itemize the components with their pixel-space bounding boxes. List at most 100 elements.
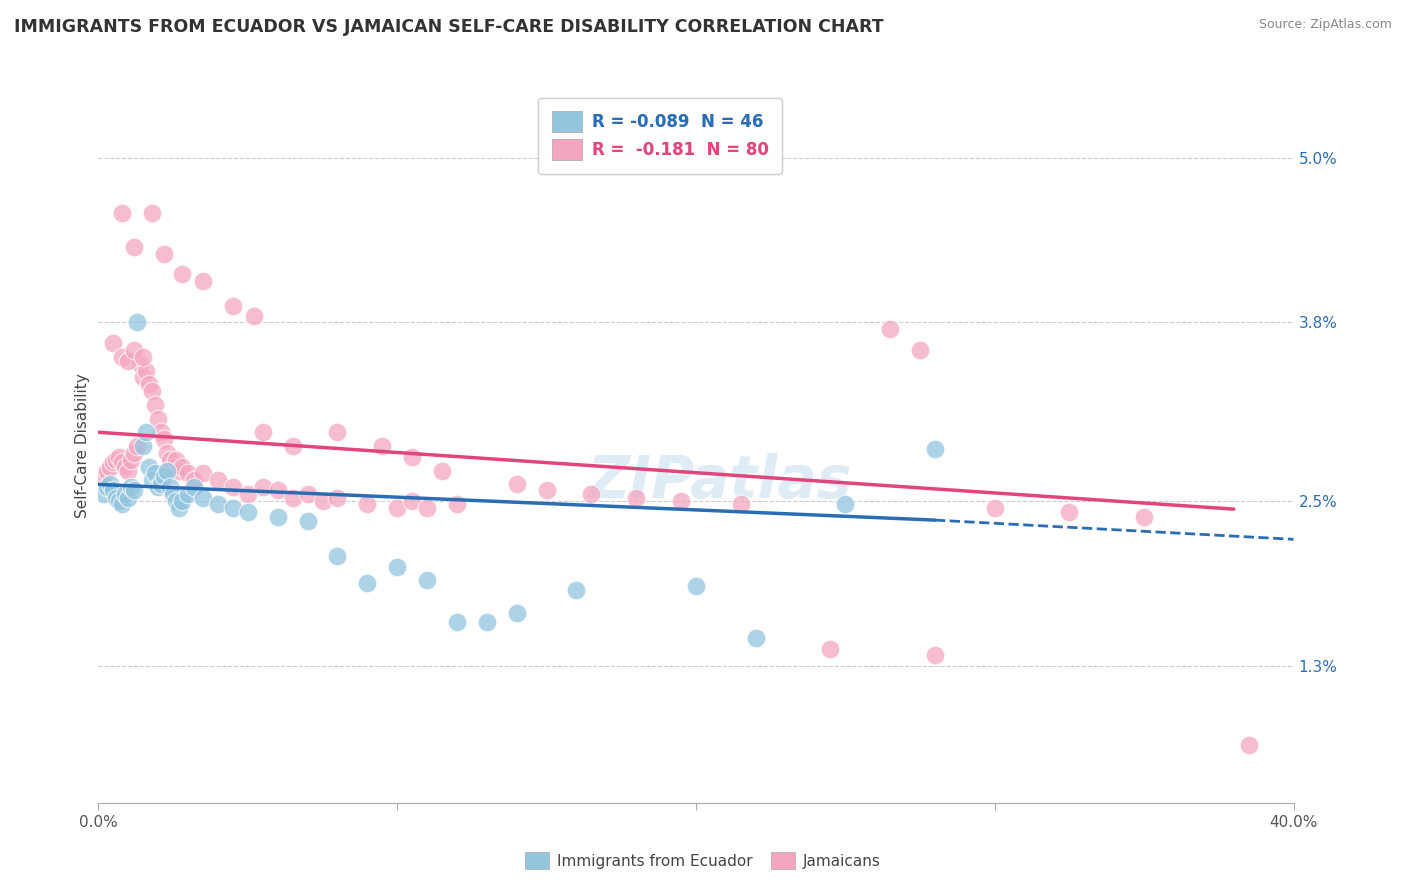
Text: IMMIGRANTS FROM ECUADOR VS JAMAICAN SELF-CARE DISABILITY CORRELATION CHART: IMMIGRANTS FROM ECUADOR VS JAMAICAN SELF… [14, 18, 884, 36]
Point [834, 497, 856, 511]
Point [924, 648, 946, 662]
Point [114, 459, 136, 474]
Point [135, 363, 157, 377]
Point [267, 483, 290, 497]
Point [475, 615, 498, 629]
Y-axis label: Self-Care Disability: Self-Care Disability [75, 374, 90, 518]
Point [150, 425, 173, 440]
Point [100, 459, 122, 474]
Point [141, 473, 163, 487]
Point [167, 464, 190, 478]
Point [252, 425, 274, 440]
Point [183, 473, 205, 487]
Point [565, 583, 588, 598]
Point [297, 515, 319, 529]
Point [162, 487, 184, 501]
Point [143, 398, 166, 412]
Point [108, 494, 131, 508]
Point [207, 473, 229, 487]
Point [236, 505, 259, 519]
Point [984, 500, 1007, 515]
Legend: Immigrants from Ecuador, Jamaicans: Immigrants from Ecuador, Jamaicans [519, 846, 887, 875]
Point [416, 574, 439, 588]
Point [124, 343, 146, 357]
Point [111, 205, 134, 219]
Point [156, 446, 179, 460]
Point [117, 354, 139, 368]
Point [96, 480, 118, 494]
Point [108, 450, 131, 464]
Point [153, 247, 176, 261]
Point [96, 464, 118, 478]
Point [281, 439, 304, 453]
Point [150, 477, 173, 491]
Point [536, 483, 558, 497]
Point [111, 455, 134, 469]
Point [356, 497, 378, 511]
Point [138, 459, 160, 474]
Point [581, 487, 603, 501]
Point [165, 494, 187, 508]
Point [129, 357, 152, 371]
Point [416, 500, 439, 515]
Point [124, 446, 146, 460]
Point [1059, 505, 1081, 519]
Point [111, 497, 134, 511]
Point [908, 343, 931, 357]
Point [924, 442, 946, 456]
Point [669, 494, 692, 508]
Point [267, 510, 290, 524]
Point [132, 439, 155, 453]
Point [117, 464, 139, 478]
Point [177, 467, 200, 481]
Point [141, 384, 163, 398]
Point [103, 483, 125, 497]
Point [506, 607, 529, 621]
Point [138, 377, 160, 392]
Point [446, 615, 468, 629]
Point [401, 494, 423, 508]
Point [162, 459, 184, 474]
Point [243, 309, 266, 323]
Point [114, 487, 136, 501]
Point [124, 483, 146, 497]
Point [103, 336, 125, 351]
Point [401, 450, 423, 464]
Point [148, 411, 170, 425]
Point [446, 497, 468, 511]
Point [685, 579, 707, 593]
Point [820, 642, 842, 657]
Point [167, 500, 190, 515]
Point [311, 494, 333, 508]
Point [105, 452, 128, 467]
Point [385, 500, 409, 515]
Point [326, 549, 349, 563]
Point [127, 439, 149, 453]
Point [506, 477, 529, 491]
Point [1237, 738, 1260, 752]
Point [117, 491, 139, 505]
Point [1133, 510, 1156, 524]
Point [120, 452, 142, 467]
Point [132, 350, 155, 364]
Point [252, 480, 274, 494]
Point [120, 480, 142, 494]
Point [141, 205, 163, 219]
Point [730, 497, 752, 511]
Point [191, 467, 214, 481]
Point [879, 322, 901, 336]
Point [165, 452, 187, 467]
Point [326, 425, 349, 440]
Point [127, 316, 149, 330]
Point [371, 439, 394, 453]
Point [124, 240, 146, 254]
Point [153, 469, 176, 483]
Point [207, 497, 229, 511]
Point [745, 631, 768, 645]
Text: ZIPatlas: ZIPatlas [588, 453, 852, 510]
Point [177, 487, 200, 501]
Point [236, 487, 259, 501]
Point [156, 464, 179, 478]
Point [222, 500, 245, 515]
Text: Source: ZipAtlas.com: Source: ZipAtlas.com [1258, 18, 1392, 31]
